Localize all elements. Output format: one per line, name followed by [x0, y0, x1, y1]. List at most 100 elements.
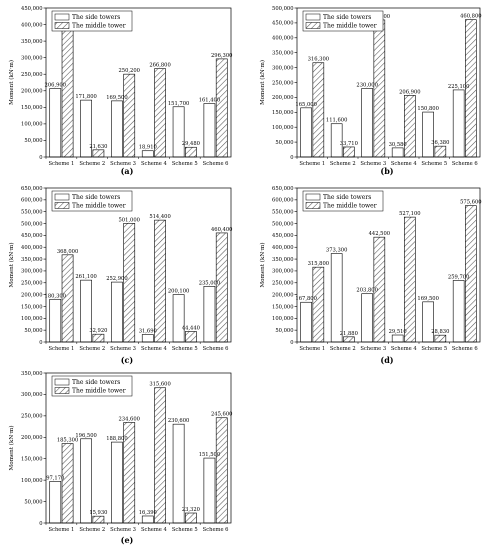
y-tick-label: 400,000	[21, 245, 42, 251]
bar-middle-tower	[465, 19, 477, 158]
bar-side-towers	[361, 293, 373, 343]
y-tick-label: 650,000	[21, 186, 42, 192]
y-axis-title: Moment (kN·m)	[8, 425, 15, 470]
bar-data-label: 235,000	[199, 280, 220, 286]
panel-label: (d)	[380, 355, 393, 365]
y-tick-label: 150,000	[272, 110, 293, 116]
x-tick-label: Scheme 6	[203, 346, 229, 352]
x-tick-label: Scheme 3	[110, 346, 136, 352]
bar-middle-tower	[92, 333, 105, 343]
legend-entry: The middle tower	[72, 203, 126, 210]
bar-side-towers	[300, 301, 312, 343]
plot-frame	[45, 187, 232, 343]
legend	[51, 190, 133, 212]
bar-data-label: 30,580	[389, 142, 407, 148]
bar-data-label: 225,100	[448, 84, 469, 90]
chart-panel: 0 50,000 100,000 150,000 200,000 250,000 300,0…	[259, 186, 482, 365]
bar-data-label: 111,600	[326, 118, 347, 124]
y-tick-label: 50,000	[275, 140, 293, 146]
bar-side-towers	[49, 88, 62, 158]
chart-panel: 0 50,000 100,000 150,000 200,000 250,000 300,0…	[259, 6, 482, 176]
bar-data-label: 185,300	[57, 438, 78, 444]
bar-data-label: 203,800	[356, 288, 377, 294]
y-tick-label: 50,000	[24, 328, 42, 334]
y-tick-label: 100,000	[272, 316, 293, 322]
plot-frame	[296, 7, 481, 158]
x-tick-label: Scheme 4	[141, 346, 168, 352]
bar-data-label: 36,380	[431, 140, 449, 146]
bar-middle-tower	[185, 331, 197, 343]
y-tick-label: 250,000	[272, 80, 293, 86]
x-tick-label: Scheme 3	[360, 161, 386, 167]
plot-frame	[296, 187, 481, 343]
bar-middle-tower	[434, 145, 447, 158]
bar-side-towers	[452, 89, 465, 158]
y-tick-label: 0	[39, 155, 42, 161]
bar-middle-tower	[465, 205, 477, 343]
y-tick-label: 350,000	[21, 257, 42, 263]
bar-side-towers	[391, 147, 404, 158]
bar-side-towers	[49, 481, 62, 524]
bar-data-label: 252,900	[106, 276, 127, 282]
bar-side-towers	[141, 150, 154, 158]
legend-entry: The middle tower	[72, 388, 126, 395]
legend-swatch-middle	[305, 202, 321, 209]
bar-side-towers	[141, 334, 154, 343]
bar-middle-tower	[154, 68, 166, 158]
bar-middle-tower	[92, 149, 105, 158]
y-tick-label: 250,000	[21, 72, 42, 78]
bar-middle-tower	[373, 19, 386, 158]
bar-data-label: 460,800	[460, 14, 481, 20]
bar-data-label: 21,630	[89, 144, 107, 150]
bar-data-label: 180,300	[45, 293, 66, 299]
x-tick-label: Scheme 4	[141, 527, 168, 533]
panel-label: (a)	[121, 166, 134, 176]
y-tick-label: 200,000	[272, 292, 293, 298]
y-tick-label: 600,000	[272, 198, 293, 204]
x-tick-label: Scheme 3	[110, 527, 136, 533]
y-tick-label: 400,000	[272, 36, 293, 42]
bar-data-label: 316,300	[308, 57, 329, 63]
y-axis-title: Moment (kN·m)	[259, 60, 266, 105]
bar-side-towers	[422, 301, 434, 343]
bar-middle-tower	[92, 515, 105, 524]
bar-middle-tower	[61, 25, 74, 158]
y-tick-label: 200,000	[21, 89, 42, 95]
bar-side-towers	[361, 88, 373, 158]
bar-side-towers	[391, 334, 404, 343]
bar-data-label: 165,000	[295, 102, 316, 108]
bar-data-label: 167,800	[295, 296, 316, 302]
bar-data-label: 296,300	[211, 53, 232, 59]
panel-label: (e)	[121, 535, 134, 545]
y-axis-title: Moment (kN·m)	[259, 242, 266, 287]
y-tick-label: 450,000	[272, 21, 293, 27]
y-tick-label: 0	[290, 155, 293, 161]
bar-middle-tower	[215, 417, 228, 524]
bar-side-towers	[452, 280, 465, 343]
legend-entry: The middle tower	[323, 203, 377, 210]
panel-label: (b)	[380, 166, 393, 176]
y-tick-label: 600,000	[21, 198, 42, 204]
bar-data-label: 150,800	[417, 106, 438, 112]
bar-side-towers	[330, 253, 343, 343]
y-tick-label: 150,000	[21, 105, 42, 111]
bar-data-label: 373,300	[326, 248, 347, 254]
bar-middle-tower	[215, 232, 228, 343]
x-tick-label: Scheme 2	[330, 346, 356, 352]
bar-data-label: 169,500	[106, 95, 127, 101]
y-tick-label: 100,000	[21, 316, 42, 322]
x-tick-label: Scheme 5	[172, 161, 198, 167]
panel-label: (c)	[121, 355, 134, 365]
legend-entry: The middle tower	[72, 23, 126, 30]
y-tick-label: 250,000	[272, 281, 293, 287]
y-tick-label: 400,000	[272, 245, 293, 251]
y-tick-label: 450,000	[21, 6, 42, 12]
y-tick-label: 150,000	[21, 457, 42, 463]
bar-side-towers	[300, 107, 312, 158]
x-tick-label: Scheme 6	[203, 161, 229, 167]
bar-side-towers	[141, 515, 154, 524]
y-tick-label: 250,000	[21, 414, 42, 420]
chart-panel: 0 50,000 100,000 150,000 200,000 250,000 300,0…	[8, 186, 232, 365]
bar-side-towers	[203, 103, 216, 158]
